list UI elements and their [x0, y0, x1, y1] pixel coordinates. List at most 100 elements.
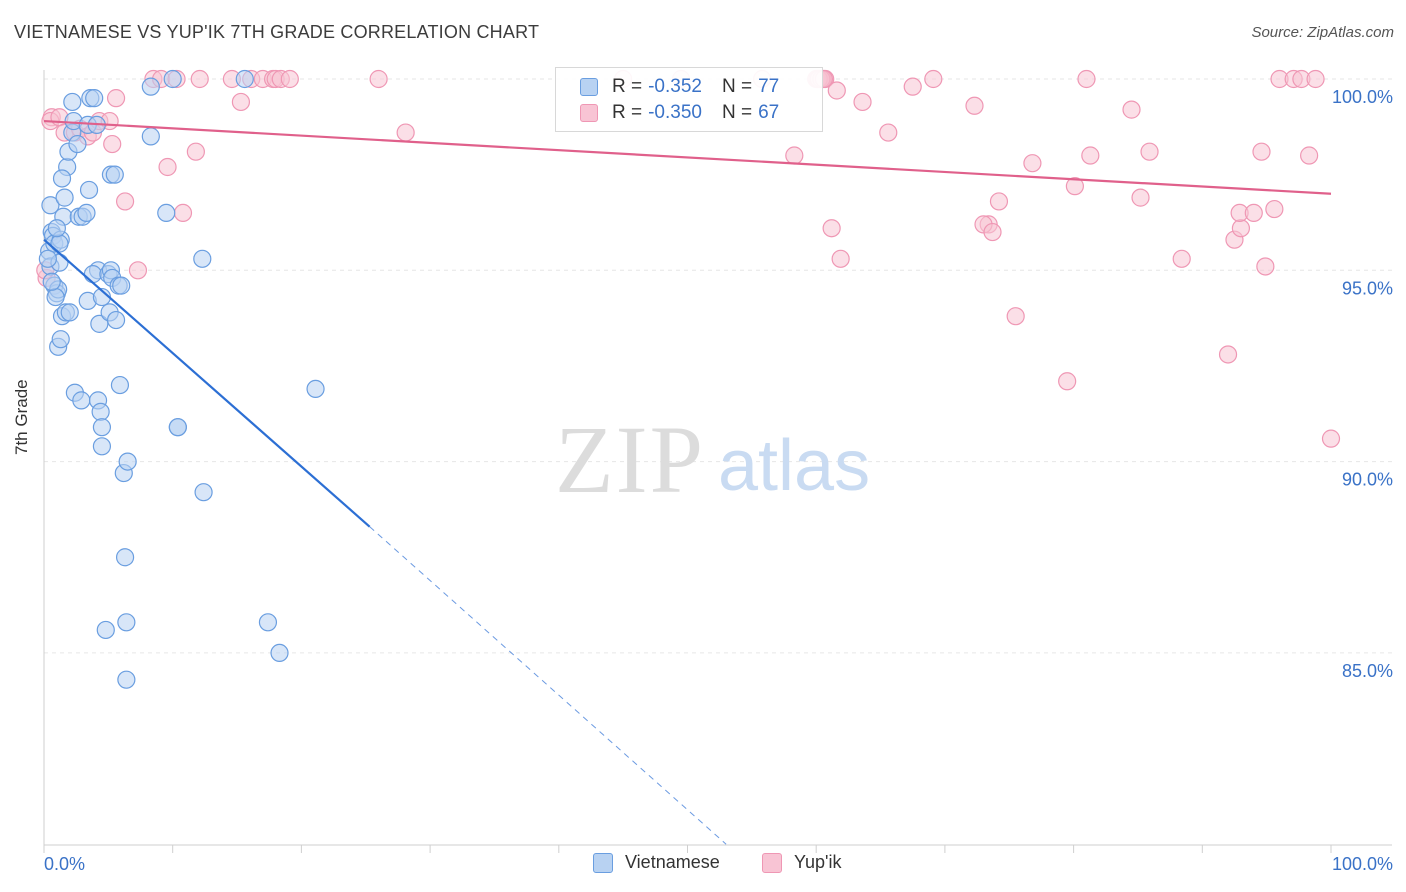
yupik-point [785, 146, 804, 165]
vietnamese-point [194, 483, 213, 502]
vietnamese-point [141, 77, 160, 96]
watermark-zip: ZIP [555, 406, 705, 513]
legend-n-label: N = [721, 102, 753, 123]
yupik-point [983, 222, 1002, 242]
vietnamese-point [157, 203, 176, 223]
yupik-point [186, 142, 205, 161]
yupik-point [1265, 199, 1284, 219]
vietnamese-point [60, 303, 79, 322]
legend-r-value: -0.352 [648, 76, 702, 97]
vietnamese-point [163, 69, 182, 89]
yupik-point [115, 192, 135, 211]
vietnamese-point [117, 613, 136, 632]
vietnamese-point [52, 169, 72, 188]
y-tick-label: 90.0% [1342, 470, 1393, 490]
yupik-trend-line [43, 119, 1332, 195]
vietnamese-point [63, 92, 82, 112]
x-tick-labels: 0.0% 100.0% [44, 854, 1393, 874]
vietnamese-point [110, 375, 130, 395]
yupik-point [1306, 69, 1325, 89]
legend-r-label: R = [612, 102, 643, 123]
source-label: Source: ZipAtlas.com [1251, 24, 1394, 41]
bottom-legend-swatch-yupik [762, 852, 782, 873]
legend: R = -0.352 N = 77 R = -0.350 N = 67 [555, 67, 823, 132]
vietnamese-point [115, 548, 135, 567]
yupik-point [853, 92, 872, 112]
vietnamese-point [55, 188, 74, 207]
legend-swatch-yupik [580, 104, 598, 122]
yupik-point [827, 81, 846, 100]
y-tick-label: 100.0% [1332, 87, 1393, 107]
yupik-point [1058, 372, 1077, 391]
bottom-legend: Vietnamese Yup'ik [0, 852, 1406, 878]
yupik-point [1077, 69, 1096, 89]
vietnamese-point [92, 418, 112, 437]
yupik-point [1321, 429, 1341, 448]
trend-lines [43, 119, 1332, 845]
yupik-point [903, 77, 922, 96]
yupik-point [280, 69, 299, 89]
vietnamese-point [85, 89, 104, 108]
vietnamese-point [41, 196, 60, 215]
yupik-point [103, 134, 122, 154]
legend-n-label: N = [721, 76, 753, 97]
yupik-point [831, 249, 850, 268]
yupik-point [1006, 307, 1025, 326]
yupik-point [1244, 203, 1263, 223]
vietnamese-point [77, 203, 96, 223]
yupik-point [1218, 345, 1238, 364]
vietnamese-trend-extension [369, 526, 727, 845]
vietnamese-point [83, 265, 103, 284]
bottom-legend-yupik[interactable]: Yup'ik [762, 852, 841, 873]
legend-swatch-vietnamese [580, 78, 598, 96]
y-tick-labels: 85.0% 90.0% 95.0% 100.0% [1332, 87, 1393, 681]
legend-n-value: 67 [758, 102, 780, 123]
vietnamese-point [38, 249, 57, 268]
yupik-point [1140, 142, 1159, 161]
vietnamese-point [118, 452, 137, 471]
vietnamese-point [92, 437, 112, 456]
vietnamese-point [106, 310, 126, 330]
vietnamese-point [168, 418, 187, 437]
vietnamese-point [46, 287, 65, 307]
y-axis-label: 7th Grade [12, 379, 31, 455]
legend-n-value: 77 [758, 76, 780, 97]
y-tick-label: 85.0% [1342, 661, 1393, 681]
vietnamese-point [42, 272, 61, 291]
x-tick-label: 0.0% [44, 854, 85, 874]
yupik-point [879, 123, 898, 142]
yupik-point [1131, 188, 1150, 207]
legend-r-label: R = [612, 76, 643, 97]
vietnamese-point [47, 219, 66, 238]
vietnamese-point [96, 620, 115, 640]
x-tick-label: 100.0% [1332, 854, 1393, 874]
vietnamese-point [258, 613, 278, 632]
watermark-atlas: atlas [718, 426, 870, 506]
vietnamese-point [91, 402, 110, 421]
vietnamese-point [270, 643, 289, 663]
vietnamese-point [193, 249, 212, 268]
yupik-point [1081, 146, 1100, 165]
legend-row-yupik: R = -0.350 N = 67 [580, 101, 779, 125]
yupik-point [1252, 142, 1271, 161]
bottom-legend-label: Vietnamese [625, 852, 720, 872]
yupik-point [989, 192, 1009, 211]
vietnamese-point [79, 180, 99, 200]
yupik-point [190, 69, 209, 89]
watermark: ZIP atlas [555, 406, 870, 513]
chart-title: VIETNAMESE VS YUP'IK 7TH GRADE CORRELATI… [14, 22, 540, 42]
y-tick-label: 95.0% [1342, 278, 1393, 298]
bottom-legend-vietnamese[interactable]: Vietnamese [593, 852, 720, 873]
yupik-point [173, 203, 193, 223]
yupik-point [1231, 219, 1251, 238]
yupik-point [106, 89, 126, 108]
bottom-legend-swatch-vietnamese [593, 852, 613, 873]
yupik-point [1065, 177, 1084, 196]
yupik-point [1172, 249, 1191, 268]
yupik-point [1023, 154, 1042, 173]
yupik-point [1300, 146, 1319, 165]
vietnamese-point [68, 134, 87, 154]
vietnamese-point [306, 379, 325, 399]
yupik-point [231, 92, 251, 112]
